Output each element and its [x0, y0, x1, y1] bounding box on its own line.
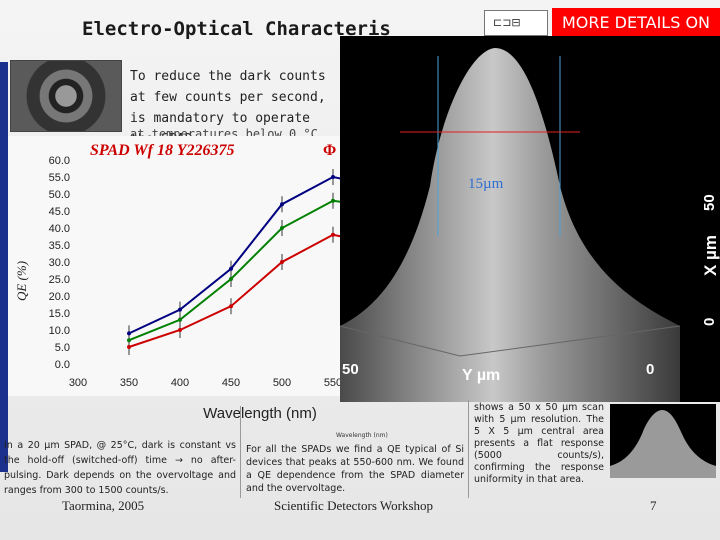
slide-title: Electro-Optical Characteris: [82, 18, 391, 40]
data-point: [229, 277, 233, 281]
chart-title: SPAD Wf 18 Y226375: [90, 142, 234, 159]
y-tick-label: 45.0: [49, 206, 70, 218]
mini-wavelength-label: Wavelength (nm): [336, 432, 388, 439]
data-point: [331, 175, 335, 179]
y-tick-label: 20.0: [49, 291, 70, 303]
data-point: [178, 317, 182, 322]
series-line: [128, 175, 345, 335]
y-axis-label: Y µm: [462, 367, 500, 384]
data-point: [331, 198, 335, 203]
institution-logo: ⊏⊐⊟: [484, 10, 548, 36]
data-point: [280, 202, 284, 207]
data-point: [127, 331, 131, 336]
data-point: [229, 266, 233, 271]
x-tick-top: 50: [701, 194, 718, 211]
data-point: [280, 260, 284, 264]
detector-photo: [10, 60, 122, 132]
y-tick-label: 35.0: [49, 240, 70, 252]
x-tick-label: 300: [69, 377, 87, 389]
x-tick-label: 400: [171, 377, 189, 389]
series-line: [128, 233, 345, 348]
scan-thumbnail: [610, 404, 716, 478]
data-point: [178, 307, 182, 312]
divider-right: [468, 400, 469, 498]
scan-paragraph: shows a 50 x 50 µm scan with 5 µm resolu…: [474, 402, 604, 485]
series-line: [128, 199, 345, 342]
y-tick-label: 40.0: [49, 223, 70, 235]
x-axis-label: X µm: [701, 235, 720, 276]
footer-location: Taormina, 2005: [62, 498, 145, 513]
y-tick-right: 0: [646, 361, 654, 378]
data-point: [178, 328, 182, 332]
data-point: [127, 345, 131, 349]
y-tick-label: 50.0: [49, 189, 70, 201]
x-tick-label: 550: [324, 377, 342, 389]
x-tick-label: 350: [120, 377, 138, 389]
y-tick-label: 60.0: [49, 155, 70, 167]
x-tick-label: 450: [222, 377, 240, 389]
y-tick-label: 25.0: [49, 274, 70, 286]
page-number: 7: [650, 498, 657, 513]
x-tick-bottom: 0: [701, 318, 718, 326]
y-tick-label: 5.0: [55, 342, 70, 354]
scan-surface: [340, 48, 680, 402]
dark-count-paragraph: In a 20 µm SPAD, @ 25°C, dark is constan…: [4, 440, 236, 496]
qe-chart: SPAD Wf 18 Y226375 Φ QE (%) Wavelength (…: [14, 142, 345, 422]
width-label: 15µm: [468, 176, 504, 192]
uniformity-scan-3d: 15µm Y µm 50 0 X µm 50 0: [340, 36, 720, 402]
y-tick-label: 55.0: [49, 172, 70, 184]
chart-ylabel: QE (%): [14, 261, 29, 301]
x-tick-label: 500: [273, 377, 291, 389]
y-tick-label: 15.0: [49, 308, 70, 320]
data-point: [127, 338, 131, 343]
chart-xlabel: Wavelength (nm): [203, 405, 317, 422]
y-tick-label: 10.0: [49, 325, 70, 337]
y-tick-label: 30.0: [49, 257, 70, 269]
left-accent-bar: [0, 62, 8, 472]
data-point: [229, 304, 233, 309]
qe-paragraph: For all the SPADs we find a QE typical o…: [246, 444, 464, 494]
footer-event: Scientific Detectors Workshop: [274, 498, 434, 513]
divider-left: [240, 406, 241, 498]
chart-title-suffix: Φ: [323, 142, 336, 159]
y-tick-left: 50: [342, 361, 359, 378]
data-point: [280, 226, 284, 230]
y-tick-label: 0.0: [55, 359, 70, 371]
data-point: [331, 232, 335, 237]
chart-background: [8, 136, 344, 396]
